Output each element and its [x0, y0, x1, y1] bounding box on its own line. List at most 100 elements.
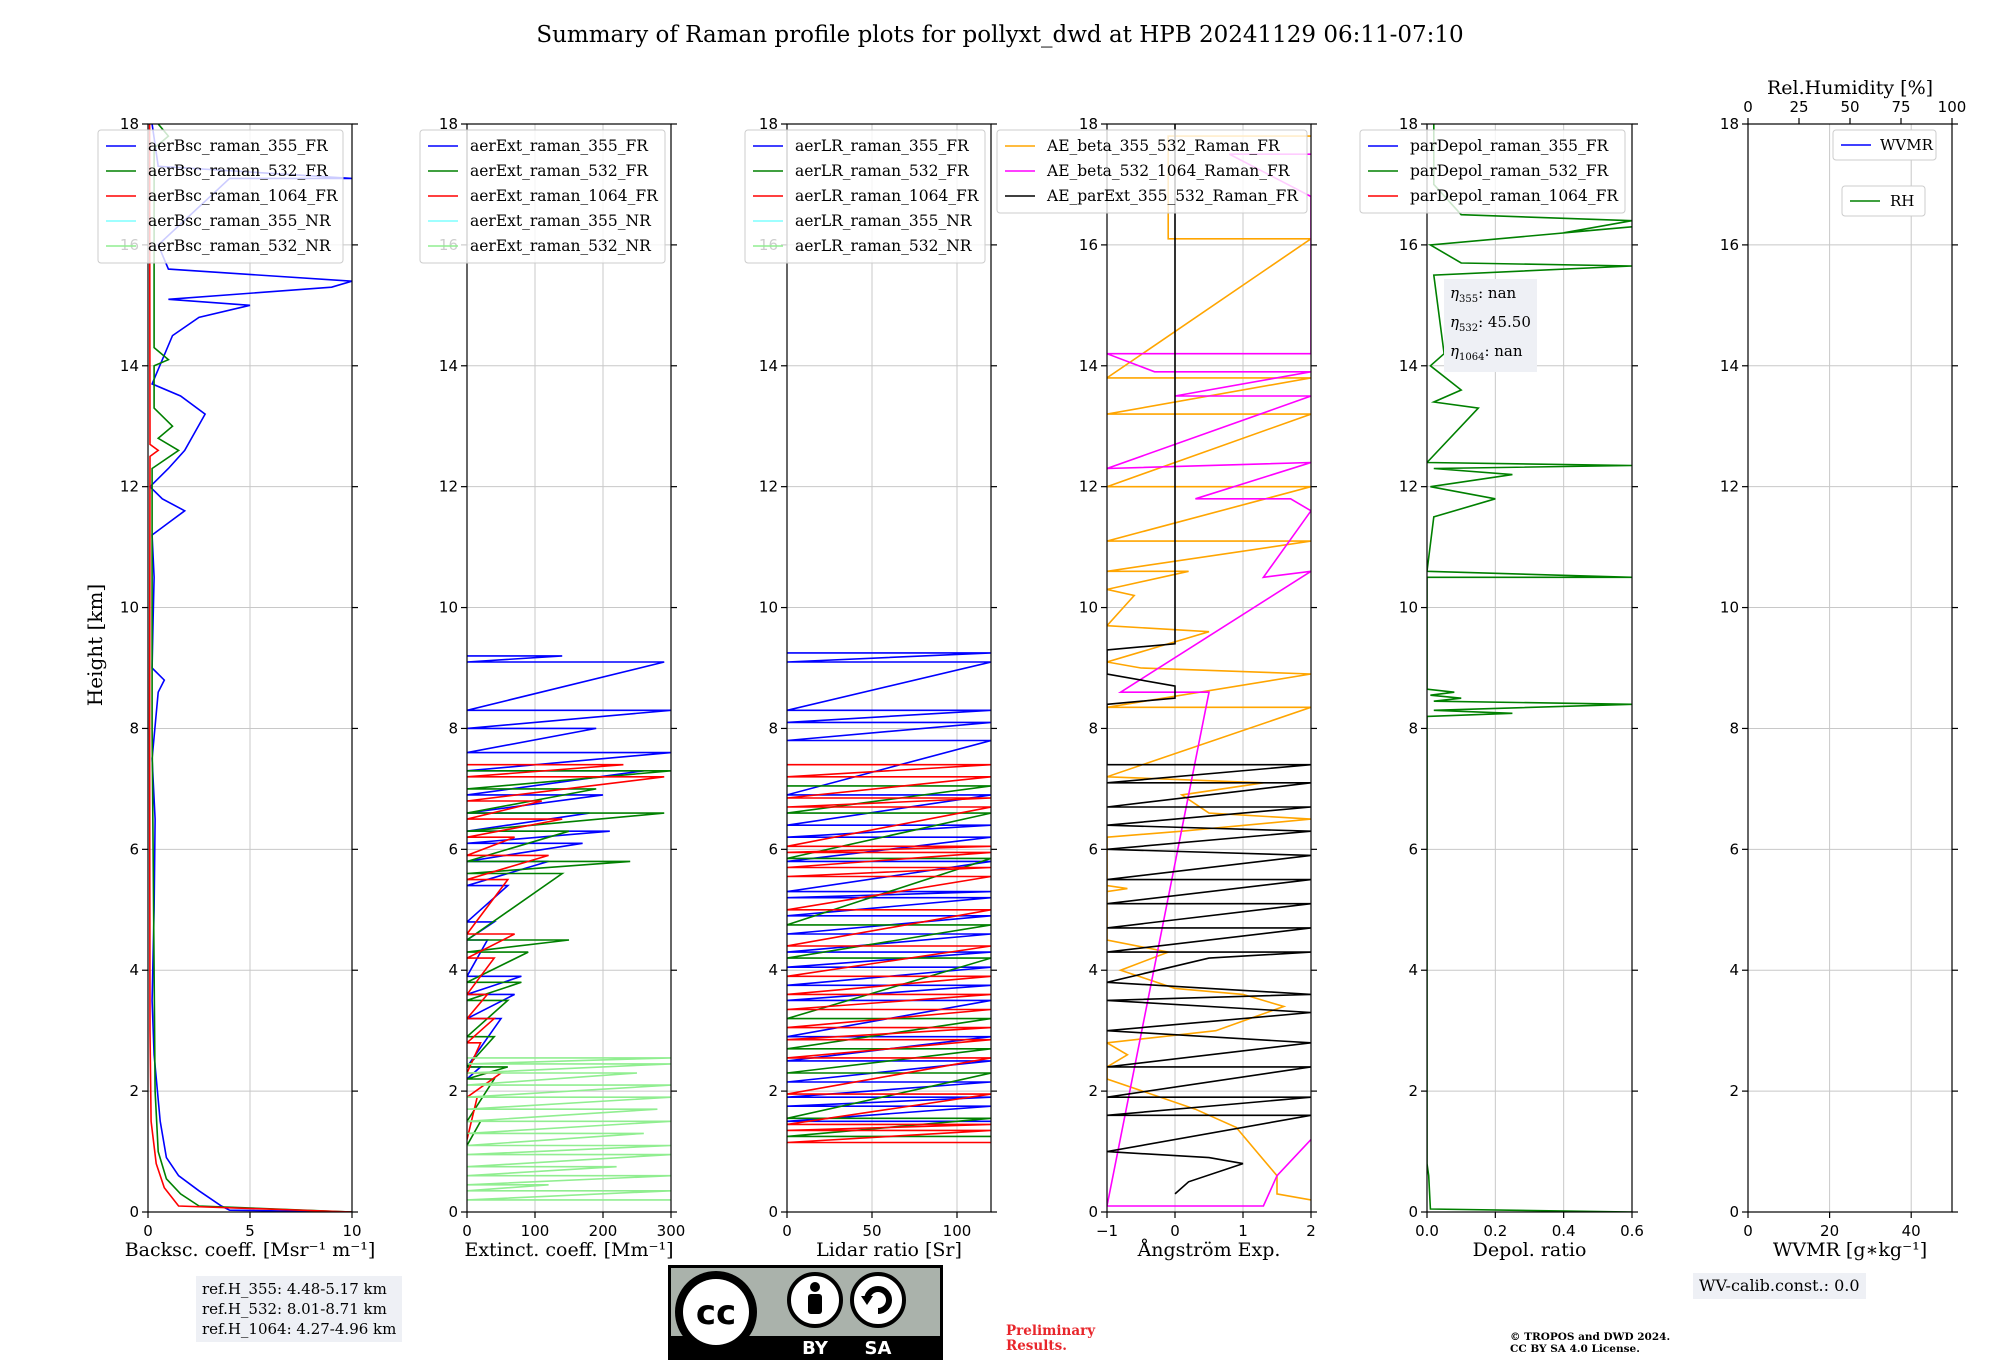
y-tick-label: 16 [1720, 236, 1739, 254]
legend-label: aerExt_raman_532_NR [470, 237, 652, 255]
wv-calibration-box: WV-calib.const.: 0.0 [1693, 1273, 1866, 1299]
y-tick-label: 0 [768, 1203, 778, 1221]
series-aerExt_raman_1064_FR [467, 763, 665, 1140]
y-tick-label: 8 [1088, 719, 1098, 737]
x-tick-label: 0.2 [1483, 1222, 1507, 1240]
y-tick-label: 18 [120, 115, 139, 133]
panel-3: 024681012141618050100Lidar ratio [Sr]aer… [744, 115, 997, 1261]
y-tick-label: 14 [439, 357, 458, 375]
legend-label: aerLR_raman_1064_FR [795, 187, 980, 205]
y-tick-label: 8 [129, 719, 139, 737]
y-tick-label: 4 [448, 961, 458, 979]
cc-by-sa-badge: cc BY SA [668, 1265, 943, 1360]
x-tick-label: 0 [462, 1222, 472, 1240]
y-tick-label: 0 [1408, 1203, 1418, 1221]
x-axis-label: Lidar ratio [Sr] [816, 1239, 962, 1261]
legend-label: aerBsc_raman_1064_FR [148, 187, 339, 205]
legend-rh: RH [1841, 185, 1926, 217]
y-tick-label: 12 [439, 478, 458, 496]
y-tick-label: 8 [1729, 719, 1739, 737]
figure-title: Summary of Raman profile plots for polly… [536, 22, 1464, 48]
y-tick-label: 6 [1088, 840, 1098, 858]
y-tick-label: 12 [1079, 478, 1098, 496]
y-tick-label: 14 [1079, 357, 1098, 375]
series-aerExt_raman_532_NR [467, 1057, 671, 1201]
x-tick-label: 0 [782, 1222, 792, 1240]
y-tick-label: 18 [759, 115, 778, 133]
x-tick-label: 50 [862, 1222, 881, 1240]
y-tick-label: 2 [1729, 1082, 1739, 1100]
y-tick-label: 18 [1079, 115, 1098, 133]
y-tick-label: 2 [768, 1082, 778, 1100]
y-tick-label: 14 [759, 357, 778, 375]
preliminary-results-note: Preliminary Results. [1006, 1323, 1096, 1354]
series-aerLR_raman_355_FR [787, 652, 991, 1123]
y-tick-label: 18 [1720, 115, 1739, 133]
axes-frame [1426, 123, 1633, 1213]
legend-label: AE_parExt_355_532_Raman_FR [1046, 187, 1299, 205]
x-tick-label: 100 [521, 1222, 550, 1240]
y-tick-label: 2 [1408, 1082, 1418, 1100]
y-tick-label: 12 [1720, 478, 1739, 496]
y-tick-label: 0 [448, 1203, 458, 1221]
copyright-note: © TROPOS and DWD 2024. CC BY SA 4.0 Lice… [1510, 1331, 1671, 1355]
top-x-tick-label: 25 [1789, 98, 1808, 116]
x-axis-label: Backsc. coeff. [Msr⁻¹ m⁻¹] [125, 1239, 376, 1261]
reference-height-box: ref.H_355: 4.48-5.17 km ref.H_532: 8.01-… [196, 1276, 403, 1342]
y-tick-label: 14 [1720, 357, 1739, 375]
legend-lidar-ratio: aerLR_raman_355_FR aerLR_raman_532_FR aerL… [744, 129, 986, 264]
series-AE_beta_532_1064_Raman_FR [1107, 153, 1311, 1207]
series-aerExt_raman_355_FR [467, 655, 671, 1080]
y-tick-label: 10 [1720, 599, 1739, 617]
y-tick-label: 0 [1088, 1203, 1098, 1221]
legend-label: WVMR [1880, 136, 1934, 154]
series-group [1107, 124, 1311, 1207]
series-aerBsc_raman_1064_FR [148, 124, 352, 1212]
y-tick-label: 14 [120, 357, 139, 375]
legend-label: aerLR_raman_355_FR [795, 137, 970, 155]
series-group [1427, 124, 1632, 1212]
legend-label: aerLR_raman_532_NR [795, 237, 973, 255]
x-tick-label: 0.0 [1415, 1222, 1439, 1240]
axes-frame [1747, 123, 1953, 1213]
top-axis-label: Rel.Humidity [%] [1767, 77, 1933, 99]
x-tick-label: 300 [657, 1222, 686, 1240]
legend-label: aerExt_raman_355_FR [470, 137, 649, 155]
axes-frame [466, 123, 672, 1213]
eta-1064: η1064: nan [1450, 342, 1523, 363]
legend-label: aerBsc_raman_532_FR [148, 162, 329, 180]
legend-label: aerExt_raman_355_NR [470, 212, 652, 230]
y-tick-label: 2 [129, 1082, 139, 1100]
svg-text:BY: BY [802, 1338, 829, 1359]
eta-calibration-box: η355: nan η532: 45.50 η1064: nan [1444, 279, 1537, 372]
x-tick-label: 0 [1743, 1222, 1753, 1240]
top-x-tick-label: 75 [1891, 98, 1910, 116]
y-tick-label: 14 [1399, 357, 1418, 375]
series-group [467, 655, 671, 1201]
y-tick-label: 4 [129, 961, 139, 979]
legend-label: RH [1890, 192, 1914, 210]
legend-label: aerLR_raman_355_NR [795, 212, 973, 230]
y-tick-label: 10 [120, 599, 139, 617]
y-tick-label: 6 [129, 840, 139, 858]
ref-height-355: ref.H_355: 4.48-5.17 km [202, 1280, 387, 1298]
y-tick-label: 18 [1399, 115, 1418, 133]
gridlines [1747, 123, 1952, 1213]
series-aerExt_raman_532_FR [467, 770, 671, 1146]
legend-angstrom: AE_beta_355_532_Raman_FR AE_beta_532_1064… [996, 129, 1308, 214]
legend-label: aerBsc_raman_532_NR [148, 237, 332, 255]
legend-label: aerBsc_raman_355_NR [148, 212, 332, 230]
y-tick-label: 12 [120, 478, 139, 496]
x-tick-label: 0 [1170, 1222, 1180, 1240]
legend-label: aerLR_raman_532_FR [795, 162, 970, 180]
axes-frame [786, 123, 992, 1213]
x-axis-label: WVMR [g∗kg⁻¹] [1773, 1239, 1927, 1261]
legend-label: AE_beta_355_532_Raman_FR [1046, 137, 1281, 155]
x-axis-label: Extinct. coeff. [Mm⁻¹] [464, 1239, 673, 1261]
y-tick-label: 6 [1408, 840, 1418, 858]
legend-label: parDepol_raman_1064_FR [1410, 187, 1619, 205]
series-aerLR_raman_1064_FR [787, 763, 991, 1144]
legend-label: aerExt_raman_532_FR [470, 162, 649, 180]
